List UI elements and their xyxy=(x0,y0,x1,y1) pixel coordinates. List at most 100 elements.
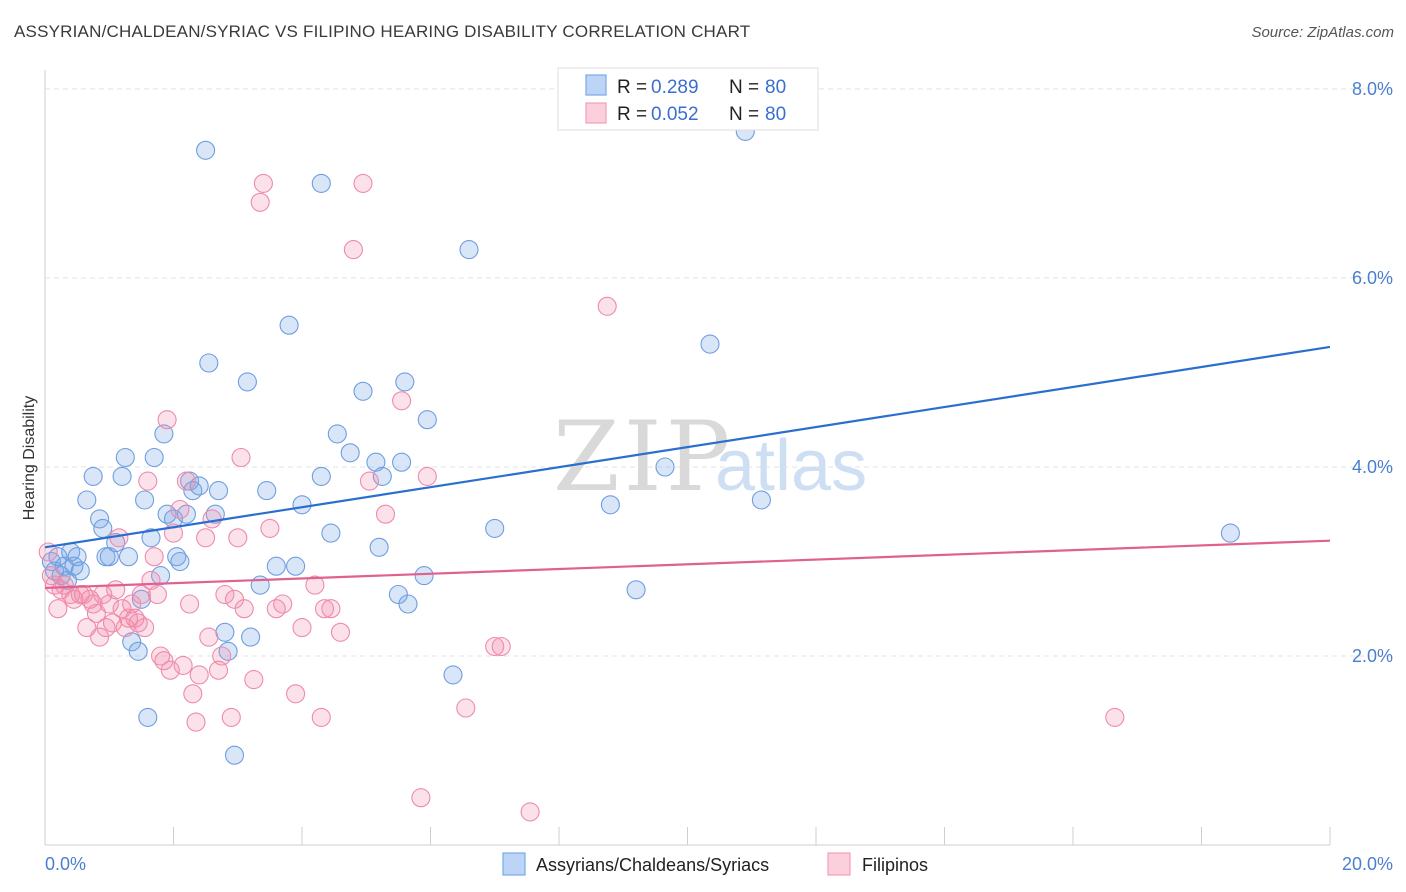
point-filipinos xyxy=(273,594,293,614)
point-filipinos xyxy=(173,655,193,675)
point-filipinos xyxy=(138,471,158,491)
point-filipinos xyxy=(314,599,335,619)
trend-line-filipinos xyxy=(44,539,1331,590)
point-assyrians xyxy=(215,622,235,642)
point-assyrians xyxy=(67,547,87,567)
point-filipinos xyxy=(215,584,235,605)
legend-swatch-pink xyxy=(585,102,607,124)
legend-r-label-1: R = xyxy=(617,77,647,98)
y-tick-labels: 2.0% 4.0% 6.0% 8.0% xyxy=(1352,79,1393,666)
point-filipinos xyxy=(144,547,164,567)
point-assyrians xyxy=(257,481,277,501)
point-assyrians xyxy=(286,556,306,576)
watermark-zip: ZIP xyxy=(553,401,734,513)
point-assyrians xyxy=(48,547,68,567)
point-filipinos xyxy=(160,660,180,680)
point-filipinos xyxy=(456,698,476,718)
data-points xyxy=(38,121,1240,822)
point-filipinos xyxy=(359,471,380,491)
point-filipinos xyxy=(196,528,216,548)
point-filipinos xyxy=(228,528,248,548)
point-filipinos xyxy=(234,599,254,619)
y-tick-label: 2.0% xyxy=(1352,646,1393,666)
watermark: ZIP atlas xyxy=(553,401,867,513)
point-filipinos xyxy=(212,646,232,666)
point-filipinos xyxy=(491,636,511,657)
point-assyrians xyxy=(292,495,312,515)
point-assyrians xyxy=(1220,523,1240,543)
point-assyrians xyxy=(99,547,119,567)
point-filipinos xyxy=(54,575,74,595)
point-filipinos xyxy=(260,518,280,538)
point-filipinos xyxy=(157,410,177,430)
point-assyrians xyxy=(224,745,245,765)
series-legend: Assyrians/Chaldeans/Syriacs Filipinos xyxy=(502,852,928,876)
point-filipinos xyxy=(286,684,306,704)
series-swatch-filipinos xyxy=(827,852,851,876)
point-assyrians xyxy=(170,551,190,572)
point-assyrians xyxy=(369,537,389,557)
point-filipinos xyxy=(208,660,229,680)
legend-r-value-2: 0.052 xyxy=(651,104,699,125)
point-assyrians xyxy=(135,490,155,510)
legend-n-label-2: N = xyxy=(729,104,759,125)
point-assyrians xyxy=(485,518,505,538)
point-filipinos xyxy=(99,594,119,614)
point-filipinos xyxy=(253,173,273,193)
point-filipinos xyxy=(411,788,431,808)
point-filipinos xyxy=(597,296,617,316)
point-filipinos xyxy=(38,542,58,562)
point-assyrians xyxy=(70,561,90,581)
legend-n-value-2: 80 xyxy=(765,104,786,125)
point-filipinos xyxy=(202,509,222,529)
point-assyrians xyxy=(392,452,412,472)
point-assyrians xyxy=(118,547,139,567)
point-assyrians xyxy=(311,466,331,486)
point-assyrians xyxy=(600,495,620,515)
y-tick-label: 4.0% xyxy=(1352,457,1393,477)
axes xyxy=(44,70,1331,846)
point-assyrians xyxy=(366,452,386,472)
point-filipinos xyxy=(292,618,312,638)
point-filipinos xyxy=(147,584,167,605)
correlation-legend: R = 0.289 N = 80 R = 0.052 N = 80 xyxy=(557,67,819,131)
point-assyrians xyxy=(115,447,135,468)
chart-title: ASSYRIAN/CHALDEAN/SYRIAC VS FILIPINO HEA… xyxy=(14,22,751,41)
point-filipinos xyxy=(77,618,97,638)
point-assyrians xyxy=(655,457,675,477)
point-filipinos xyxy=(106,580,126,600)
point-assyrians xyxy=(372,466,392,486)
legend-n-label-1: N = xyxy=(729,77,759,98)
point-filipinos xyxy=(221,707,241,727)
point-filipinos xyxy=(90,627,110,647)
point-filipinos xyxy=(48,599,68,619)
point-filipinos xyxy=(189,665,209,685)
point-assyrians xyxy=(189,476,209,496)
point-assyrians xyxy=(83,466,103,486)
x-tick-labels: 0.0% 20.0% xyxy=(45,854,1393,874)
point-assyrians xyxy=(751,490,771,510)
point-filipinos xyxy=(231,447,251,468)
point-assyrians xyxy=(414,566,434,586)
point-assyrians xyxy=(311,173,331,193)
point-filipinos xyxy=(343,240,363,260)
point-assyrians xyxy=(199,353,219,373)
x-tick-label: 0.0% xyxy=(45,854,86,874)
point-filipinos xyxy=(176,471,196,491)
point-assyrians xyxy=(112,466,132,486)
point-assyrians xyxy=(141,528,161,548)
point-filipinos xyxy=(118,608,139,628)
point-assyrians xyxy=(443,665,463,685)
point-assyrians xyxy=(54,556,74,576)
point-assyrians xyxy=(93,518,113,538)
point-filipinos xyxy=(112,599,132,619)
point-filipinos xyxy=(330,622,351,642)
point-filipinos xyxy=(417,466,437,486)
point-assyrians xyxy=(340,443,360,463)
point-assyrians xyxy=(327,424,347,444)
y-tick-label: 6.0% xyxy=(1352,268,1393,288)
point-assyrians xyxy=(237,372,257,392)
point-filipinos xyxy=(170,499,190,520)
point-filipinos xyxy=(199,627,219,647)
